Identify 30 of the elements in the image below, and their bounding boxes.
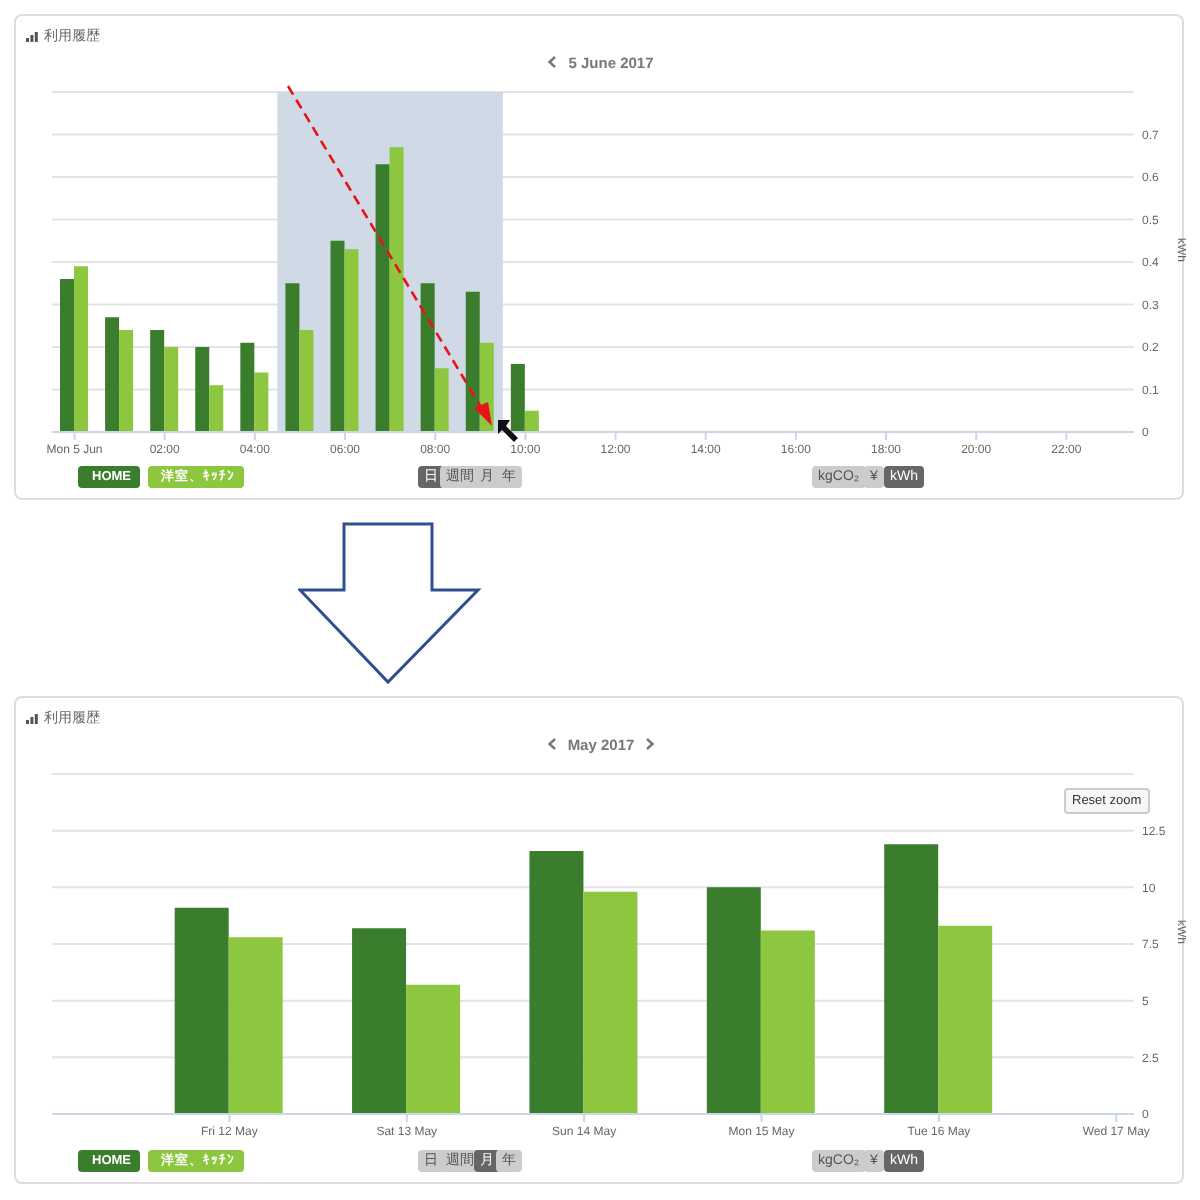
bar bbox=[119, 330, 134, 432]
bar bbox=[406, 984, 461, 1114]
bar bbox=[174, 907, 229, 1114]
bar bbox=[389, 147, 404, 432]
bar bbox=[299, 330, 314, 432]
bar bbox=[330, 240, 345, 432]
bar bbox=[254, 372, 269, 432]
bar bbox=[150, 330, 165, 432]
bar bbox=[344, 249, 359, 432]
bar bbox=[228, 937, 283, 1114]
bar bbox=[434, 368, 449, 432]
bar bbox=[285, 283, 300, 432]
bar bbox=[164, 347, 179, 432]
bar bbox=[105, 317, 120, 432]
bar bbox=[375, 164, 390, 432]
bar bbox=[529, 851, 584, 1114]
bar bbox=[938, 925, 993, 1114]
bar bbox=[760, 930, 815, 1114]
bar bbox=[352, 928, 407, 1114]
bar bbox=[60, 279, 74, 432]
bar bbox=[240, 342, 255, 432]
bar bbox=[74, 266, 88, 432]
bar bbox=[420, 283, 435, 432]
bar bbox=[209, 385, 224, 432]
bar bbox=[465, 291, 480, 432]
bar bbox=[706, 887, 761, 1114]
bar bbox=[884, 844, 939, 1114]
bar bbox=[524, 410, 539, 432]
bar bbox=[195, 347, 210, 432]
bar bbox=[583, 891, 638, 1114]
